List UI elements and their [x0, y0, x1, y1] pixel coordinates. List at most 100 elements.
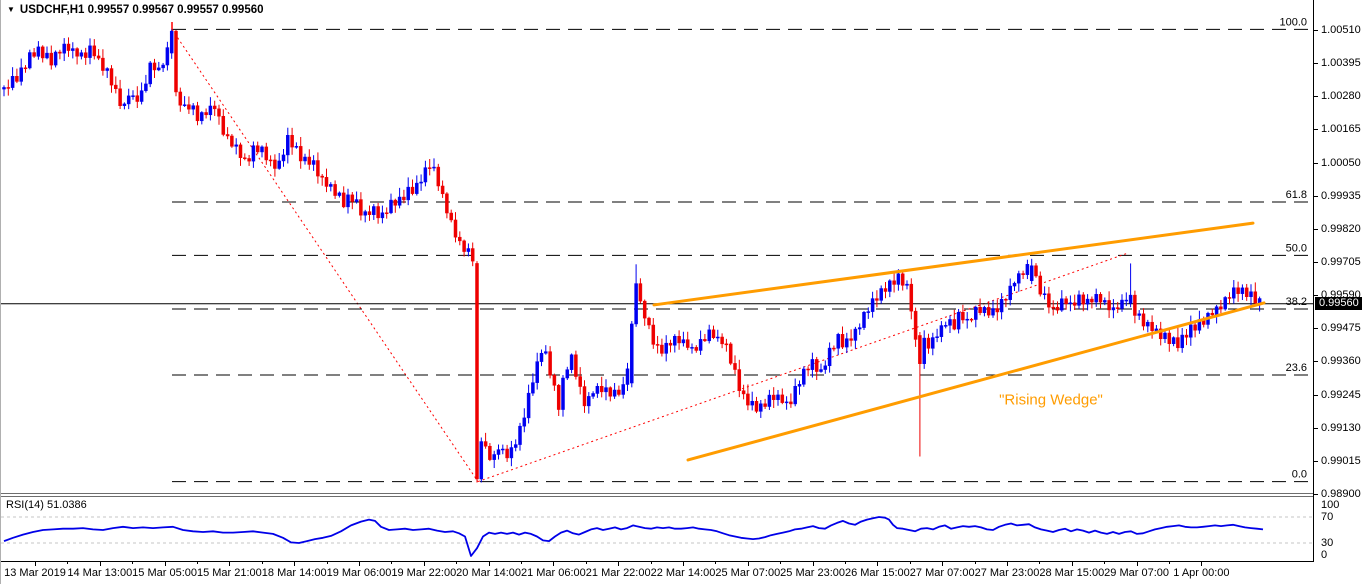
candle [230, 133, 234, 148]
time-axis[interactable]: 13 Mar 2019 14 Mar 13:00 15 Mar 05:00 15 Ma… [1, 561, 1314, 584]
candle [1189, 315, 1193, 346]
candle [1141, 308, 1146, 331]
chart-title-text: USDCHF,H1 0.99557 0.99567 0.99557 0.9956… [19, 4, 264, 16]
price-axis-label: 1.00510 [1321, 24, 1361, 36]
candle-body-bear [273, 159, 277, 169]
candle-body-bull [1077, 294, 1081, 306]
candle [552, 373, 557, 391]
price-axis-tick [1314, 361, 1318, 363]
candle [483, 432, 488, 449]
fib-level-label: 23.6 [1286, 362, 1307, 374]
candle [105, 67, 109, 78]
candle-body-bear [849, 338, 853, 341]
candle [574, 350, 578, 380]
price-axis[interactable]: 0.99560 1.00510 1.00395 1.00280 1.00165 1.00… [1313, 0, 1362, 561]
candle-body-bear [324, 177, 329, 187]
candle-body-bear [453, 219, 458, 238]
candle [182, 96, 187, 107]
candle [1038, 271, 1043, 297]
candle [746, 384, 750, 411]
candle [630, 321, 634, 388]
candle [320, 174, 324, 186]
candle [728, 342, 733, 366]
candle-body-bull [1154, 328, 1159, 331]
candle-body-bull [561, 377, 565, 410]
candle-body-bull [208, 105, 213, 116]
candle [195, 101, 200, 126]
time-axis-tick [747, 562, 749, 566]
candle [161, 62, 165, 73]
candle-body-bull [182, 104, 187, 106]
candle [475, 261, 479, 483]
rsi-axis-label: 70 [1321, 511, 1334, 523]
candle-body-bear [307, 156, 312, 165]
candle [952, 309, 957, 331]
time-axis-minor-tick [585, 562, 587, 564]
candle [1034, 263, 1038, 278]
candle [565, 366, 570, 381]
candle [367, 205, 372, 221]
price-chart-canvas[interactable]: 100.0 61.8 50.0 38.2 23.6 0.0 "Rising Wedge" [1, 0, 1314, 494]
fib-level-label: 38.2 [1286, 296, 1307, 308]
candle-body-bear [238, 144, 243, 158]
candle-body-bull [88, 45, 92, 58]
candle-body-bull [587, 396, 591, 407]
candle [900, 270, 905, 291]
candle-body-bull [466, 248, 471, 252]
candle [75, 47, 79, 65]
candle [1176, 327, 1180, 352]
candle [1012, 281, 1017, 292]
candle-body-bear [1081, 294, 1086, 305]
candle [1021, 270, 1025, 280]
candle [857, 323, 862, 335]
candle [101, 49, 105, 76]
time-axis-minor-tick [1169, 562, 1170, 564]
price-axis-label: 0.99130 [1321, 421, 1361, 434]
candle [281, 149, 286, 167]
candle [840, 326, 845, 350]
candle [445, 192, 449, 219]
candle-body-bear [913, 310, 918, 340]
candle [548, 346, 552, 379]
candle [673, 334, 677, 353]
candle [836, 332, 840, 356]
panel-divider[interactable] [1, 493, 1314, 497]
candle [363, 209, 367, 223]
candle [780, 388, 785, 405]
candle [1111, 299, 1116, 319]
candle-body-bear [475, 263, 479, 480]
candle [40, 45, 45, 63]
candle-body-bull [664, 342, 668, 354]
candle-body-bull [569, 354, 574, 370]
candle [965, 312, 969, 329]
candle-body-bear [350, 194, 355, 202]
candle [1206, 311, 1210, 329]
candle [6, 79, 11, 96]
candle [221, 109, 226, 137]
candle-body-bull [630, 323, 634, 384]
candle-body-bull [329, 184, 333, 187]
candle [819, 363, 823, 373]
candle [53, 50, 58, 68]
candle-body-bear [367, 211, 372, 215]
candle-body-bull [879, 288, 883, 301]
candle-body-bear [638, 283, 643, 302]
candle [178, 87, 183, 112]
candle-body-bull [1163, 332, 1167, 340]
candle [763, 398, 767, 409]
candle [83, 47, 88, 65]
candle [1236, 281, 1240, 302]
candle-body-bull [1068, 302, 1073, 305]
rsi-chart-canvas[interactable] [1, 497, 1314, 561]
candle [126, 88, 131, 110]
candle-body-bull [943, 325, 948, 327]
candle-body-bear [187, 104, 191, 110]
candle-body-bull [836, 334, 840, 349]
price-axis-label: 0.99360 [1321, 355, 1361, 368]
collapse-triangle-icon[interactable]: ▼ [7, 5, 15, 14]
candle-body-bear [720, 336, 724, 345]
candle-body-bear [840, 334, 845, 348]
candle-body-bear [6, 87, 11, 89]
candle [470, 242, 475, 267]
candle-body-bull [759, 403, 763, 412]
